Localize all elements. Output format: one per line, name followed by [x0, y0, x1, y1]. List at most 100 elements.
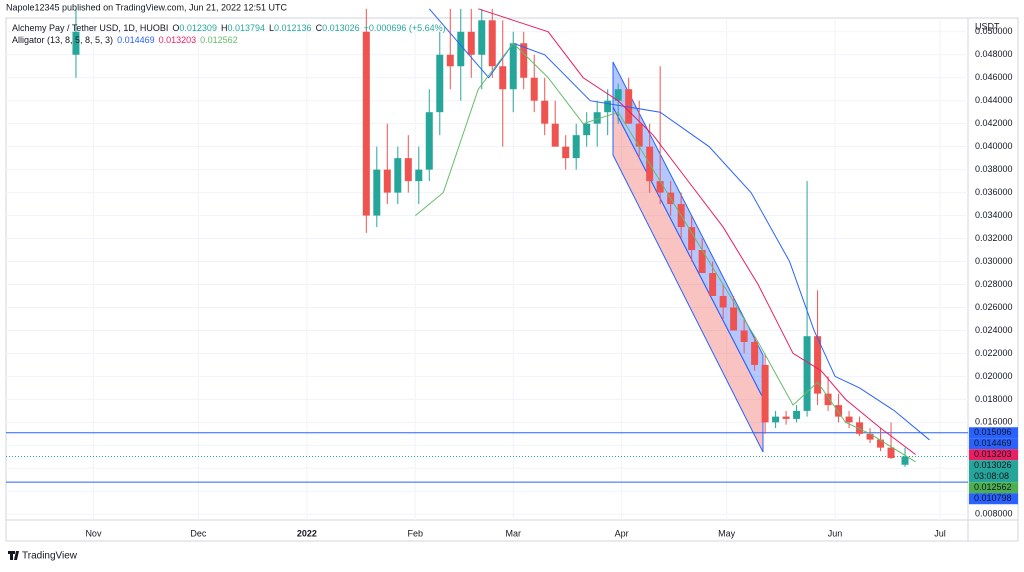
price-badge-label: 0.012562 — [974, 482, 1012, 492]
candle-body — [499, 66, 507, 90]
y-tick-label: 0.050000 — [975, 26, 1013, 36]
indicator-value: 0.014469 — [117, 35, 155, 45]
candle-body — [866, 433, 874, 440]
y-tick-label: 0.040000 — [975, 141, 1013, 151]
candle-body — [803, 336, 811, 411]
candle-body — [772, 416, 780, 423]
candle-body — [457, 31, 465, 67]
symbol-legend: Alchemy Pay / Tether USD, 1D, HUOBI O0.01… — [12, 23, 446, 33]
y-tick-label: 0.018000 — [975, 394, 1013, 404]
y-tick-label: 0.020000 — [975, 371, 1013, 381]
candle-body — [887, 447, 895, 458]
y-tick-label: 0.022000 — [975, 348, 1013, 358]
indicator-value: 0.012562 — [200, 35, 238, 45]
ohlc-key: C — [316, 23, 323, 33]
candle-body — [530, 77, 538, 101]
y-tick-label: 0.036000 — [975, 187, 1013, 197]
y-tick-label: 0.024000 — [975, 325, 1013, 335]
candle-body — [614, 89, 622, 101]
y-tick-label: 0.048000 — [975, 49, 1013, 59]
candle-body — [709, 273, 717, 296]
candle-body — [415, 169, 423, 182]
x-tick-label: Jul — [934, 528, 946, 538]
brand-logo — [8, 551, 19, 560]
candle-body — [751, 341, 759, 365]
candle-body — [782, 416, 790, 419]
price-badge — [969, 449, 1018, 461]
candle-body — [877, 439, 885, 448]
candle-body — [509, 43, 517, 90]
candle-body — [688, 227, 696, 251]
indicator-legend: Alligator (13, 8, 5, 8, 5, 3) 0.014469 0.0… — [12, 35, 238, 45]
ohlc-key: H — [221, 23, 228, 33]
y-tick-label: 0.008000 — [975, 509, 1013, 519]
candle-body — [635, 123, 643, 147]
candle-body — [425, 112, 433, 170]
ohlc-value: 0.013794 — [227, 23, 265, 33]
candle-body — [856, 422, 864, 434]
ohlc-value: 0.012136 — [274, 23, 312, 33]
price-badge-label: 0.014469 — [974, 438, 1012, 448]
indicator-value: 0.013203 — [159, 35, 197, 45]
candle-body — [562, 146, 570, 159]
x-tick-label: Dec — [190, 528, 207, 538]
x-tick-label: Nov — [85, 528, 102, 538]
candle-body — [845, 416, 853, 423]
candle-body — [740, 330, 748, 342]
candle-body — [362, 31, 370, 216]
candle-body — [446, 54, 454, 67]
y-tick-label: 0.028000 — [975, 279, 1013, 289]
x-tick-label: Feb — [408, 528, 424, 538]
price-badge-label: 0.013026 — [974, 460, 1012, 470]
candle-body — [404, 158, 412, 182]
grid — [6, 18, 968, 520]
candle-body — [520, 43, 528, 78]
change: +0.000696 (+5.64%) — [364, 23, 446, 33]
y-tick-label: 0.032000 — [975, 233, 1013, 243]
candle-body — [488, 20, 496, 67]
x-tick-label: Mar — [505, 528, 521, 538]
candle-body — [698, 250, 706, 274]
y-tick-label: 0.034000 — [975, 210, 1013, 220]
candle-body — [730, 307, 738, 331]
price-badge — [969, 493, 1018, 505]
candle-body — [436, 54, 444, 113]
candle-body — [719, 295, 727, 308]
candle-body — [373, 169, 381, 216]
plot — [6, 8, 968, 483]
y-tick-label: 0.030000 — [975, 256, 1013, 266]
channel-lower — [612, 106, 764, 453]
y-tick-label: 0.026000 — [975, 302, 1013, 312]
price-badge — [969, 438, 1018, 450]
y-tick-label: 0.038000 — [975, 164, 1013, 174]
candle-body — [604, 100, 612, 113]
candle-body — [541, 100, 549, 124]
ohlc-key: L — [269, 23, 274, 33]
alligator-line — [428, 8, 930, 441]
ohlc-value: 0.013026 — [322, 23, 360, 33]
brand-name: TradingView — [22, 551, 78, 562]
candle-body — [625, 89, 633, 124]
candle-body — [835, 405, 843, 417]
candle-body — [824, 393, 832, 406]
alligator-line — [478, 8, 916, 455]
candle-body — [583, 123, 591, 136]
candle-body — [572, 135, 580, 159]
y-tick-label: 0.044000 — [975, 95, 1013, 105]
candle-body — [394, 158, 402, 193]
x-tick-label: Apr — [615, 528, 629, 538]
price-badge — [969, 482, 1018, 494]
candle-body — [761, 364, 769, 423]
candle-body — [593, 112, 601, 124]
y-unit: USDT — [975, 21, 1000, 31]
x-tick-label: 2022 — [297, 528, 317, 538]
alligator-line — [414, 42, 916, 463]
candle-body — [551, 123, 559, 147]
price-badge — [969, 460, 1018, 483]
candle-body — [467, 31, 475, 55]
x-tick-label: May — [718, 528, 736, 538]
ohlc-key: O — [172, 23, 179, 33]
candle-body — [901, 456, 909, 465]
price-badge-label: 0.015096 — [974, 427, 1012, 437]
